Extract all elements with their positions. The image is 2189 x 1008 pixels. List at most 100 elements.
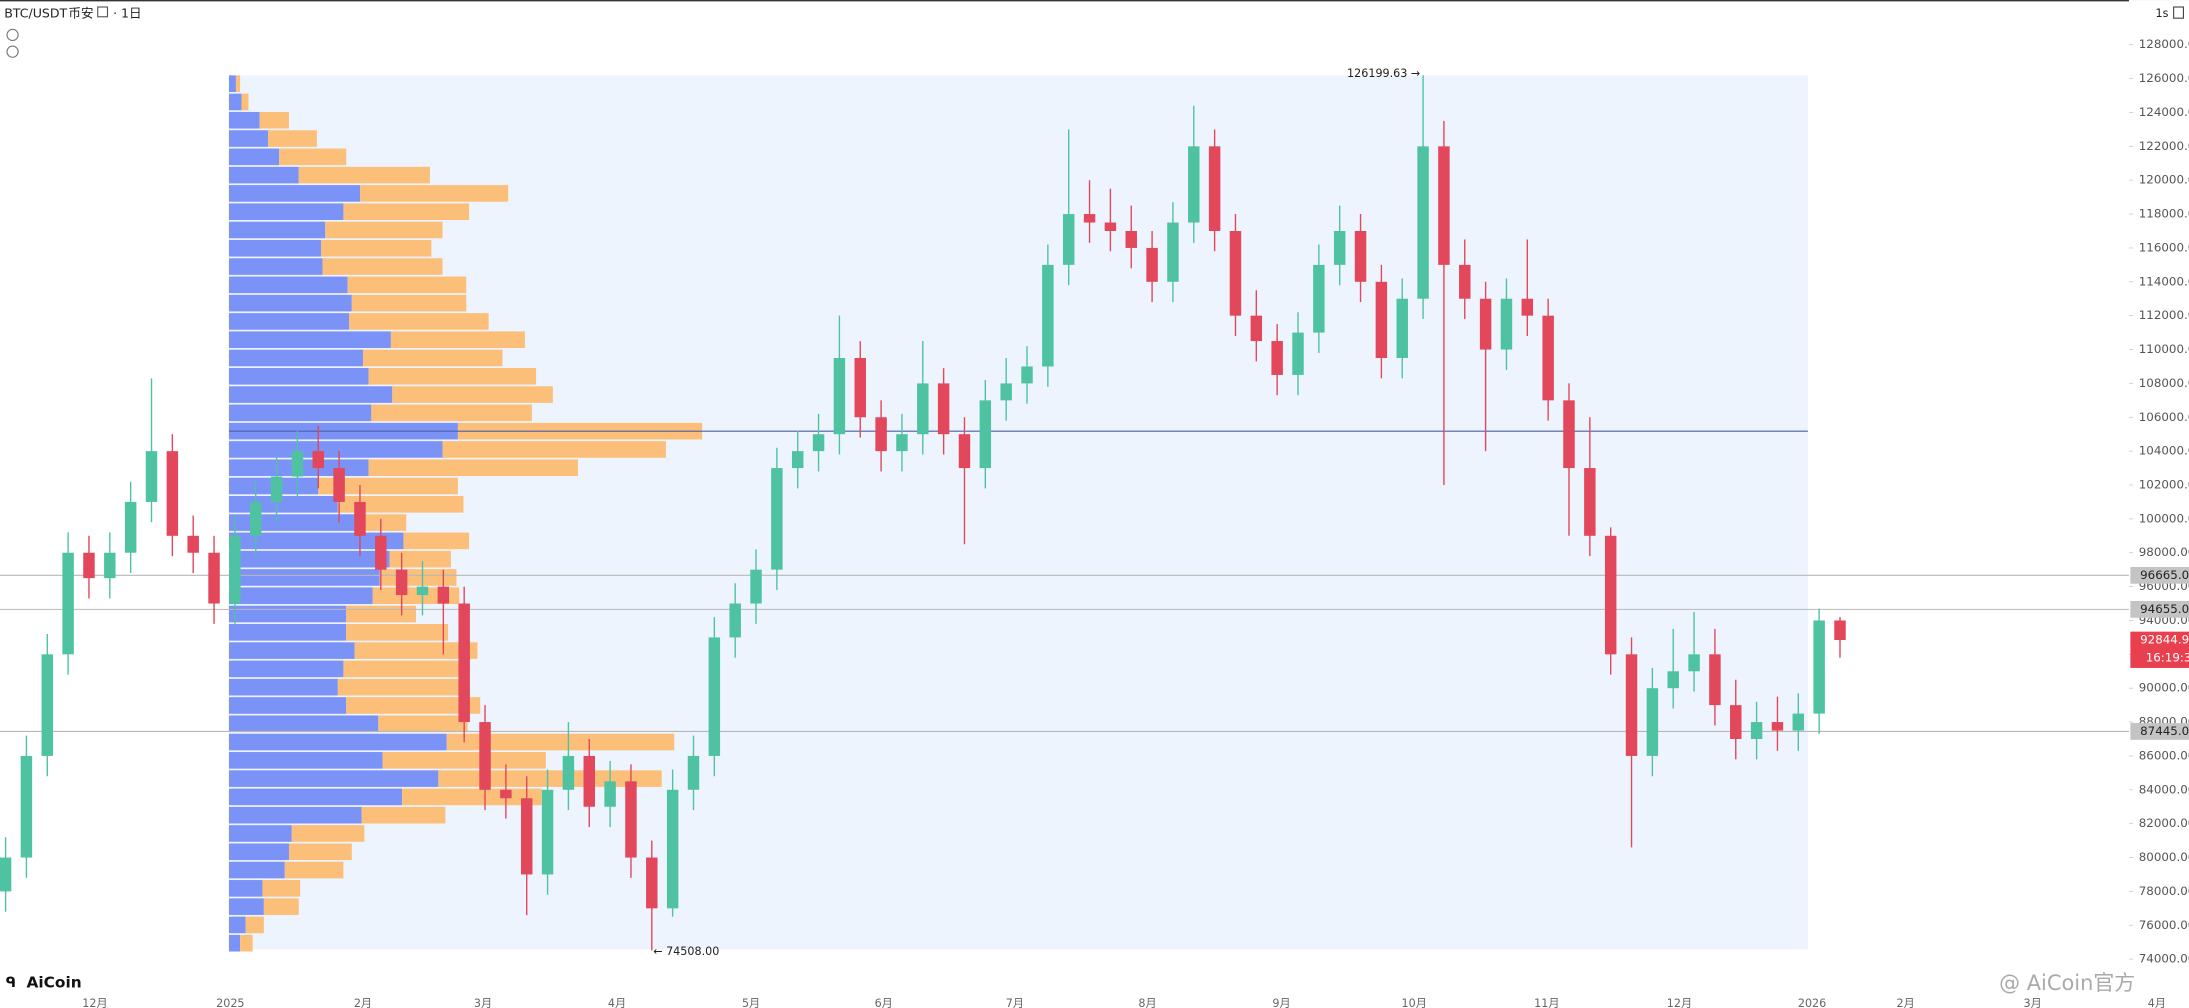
buy-volume-bar [228, 185, 361, 202]
y-tick-label: 116000.00 [2139, 240, 2189, 254]
candle-body [1333, 230, 1346, 265]
candle-body [333, 468, 345, 502]
candle-body [1188, 146, 1200, 223]
candle-body [20, 755, 33, 858]
candle-body [583, 755, 595, 807]
candle-body [270, 476, 283, 502]
sell-volume-bar [378, 715, 468, 733]
sell-volume-bar [392, 386, 553, 403]
y-tick-label: 76000.00 [2139, 918, 2189, 932]
sell-volume-bar [360, 185, 509, 202]
candle-body [937, 383, 950, 435]
edit-icon[interactable] [97, 6, 109, 18]
y-tick-label: 100000.00 [2139, 511, 2189, 525]
buy-volume-bar [228, 806, 362, 824]
buy-volume-bar [228, 825, 292, 842]
sell-volume-bar [357, 514, 407, 531]
y-tick-label: 128000.00 [2139, 37, 2189, 51]
settings-icon[interactable] [6, 45, 19, 58]
buy-volume-bar [228, 898, 264, 915]
sell-volume-bar [240, 934, 253, 952]
sell-volume-bar [259, 111, 289, 129]
buy-volume-bar [228, 313, 350, 330]
interval[interactable]: · 1日 [113, 5, 142, 20]
candle-body [416, 586, 429, 596]
candle-body [1542, 315, 1554, 401]
candle-body [771, 468, 783, 570]
axis-background [2128, 0, 2189, 1008]
sell-volume-bar [318, 477, 458, 495]
y-tick-label: 120000.00 [2139, 173, 2189, 187]
buy-volume-bar [228, 221, 326, 239]
sell-volume-bar [268, 130, 317, 147]
candle-body [1459, 264, 1471, 299]
x-tick-label: 3月 [474, 997, 492, 1008]
candle-body [83, 552, 95, 579]
candle-body [1021, 366, 1033, 384]
buy-volume-bar [228, 861, 285, 879]
candle-body [458, 603, 470, 723]
candle-body [854, 357, 866, 418]
sell-volume-bar [337, 678, 461, 696]
candle-body [896, 434, 908, 452]
candle-body [541, 789, 554, 875]
buy-volume-bar [228, 239, 322, 257]
candle-body [1521, 298, 1534, 316]
x-tick-label: 2月 [354, 997, 372, 1008]
price-line-label: 96665.00 [2140, 568, 2189, 582]
buy-volume-bar [228, 770, 439, 787]
symbol[interactable]: BTC/USDT [4, 5, 67, 20]
layout-icon[interactable] [2173, 6, 2184, 19]
x-tick-label: 2月 [1896, 997, 1914, 1008]
candle-body [1083, 214, 1096, 223]
candle-body [104, 552, 116, 579]
candle-body [1167, 222, 1179, 282]
candle-body [1000, 383, 1012, 401]
x-tick-label: 11月 [1534, 997, 1559, 1008]
buy-volume-bar [228, 788, 403, 806]
price-line-box [2130, 723, 2189, 740]
y-tick-label: 104000.00 [2139, 444, 2189, 458]
candle-body [1771, 722, 1784, 731]
candle-body [833, 357, 846, 435]
x-tick-label: 6月 [875, 997, 893, 1008]
candle-body [687, 755, 700, 790]
sell-volume-bar [343, 660, 470, 678]
y-tick-label: 108000.00 [2139, 376, 2189, 390]
candle-body [979, 400, 992, 469]
candle-body [208, 552, 220, 604]
watermark: @ AiCoin官方 [1999, 971, 2135, 995]
candle-body [124, 501, 137, 553]
y-tick-label: 102000.00 [2139, 477, 2189, 491]
buy-volume-bar [228, 550, 390, 568]
buy-volume-bar [228, 111, 260, 129]
buy-volume-bar [228, 386, 393, 403]
candle-body [354, 501, 366, 536]
x-tick-label: 9月 [1272, 997, 1290, 1008]
candle-body [437, 586, 450, 604]
sell-volume-bar [362, 349, 503, 367]
candle-body [791, 451, 804, 469]
candle-body [1250, 315, 1263, 342]
buy-volume-bar [228, 495, 338, 513]
candle-body [958, 434, 971, 469]
sell-volume-bar [262, 880, 301, 897]
x-tick-label: 2025 [216, 997, 244, 1008]
y-tick-label: 74000.00 [2139, 952, 2189, 966]
candle-body [666, 789, 679, 909]
expand-icon[interactable] [6, 28, 19, 42]
exchange: 币安 [68, 5, 93, 20]
sell-volume-bar [346, 605, 417, 623]
candle-body [1646, 688, 1659, 756]
buy-volume-bar [228, 130, 269, 147]
candle-body [187, 535, 199, 553]
x-tick-label: 3月 [2024, 997, 2042, 1008]
x-tick-label: 8月 [1138, 997, 1156, 1008]
candle-body [145, 451, 158, 502]
candle-body [1354, 230, 1367, 282]
countdown: 16:19:36 [2146, 651, 2189, 665]
interval-right[interactable]: 1s [2155, 7, 2168, 20]
buy-volume-bar [228, 715, 379, 733]
logo: AiCoin [27, 973, 82, 991]
candle-body [1604, 535, 1617, 655]
